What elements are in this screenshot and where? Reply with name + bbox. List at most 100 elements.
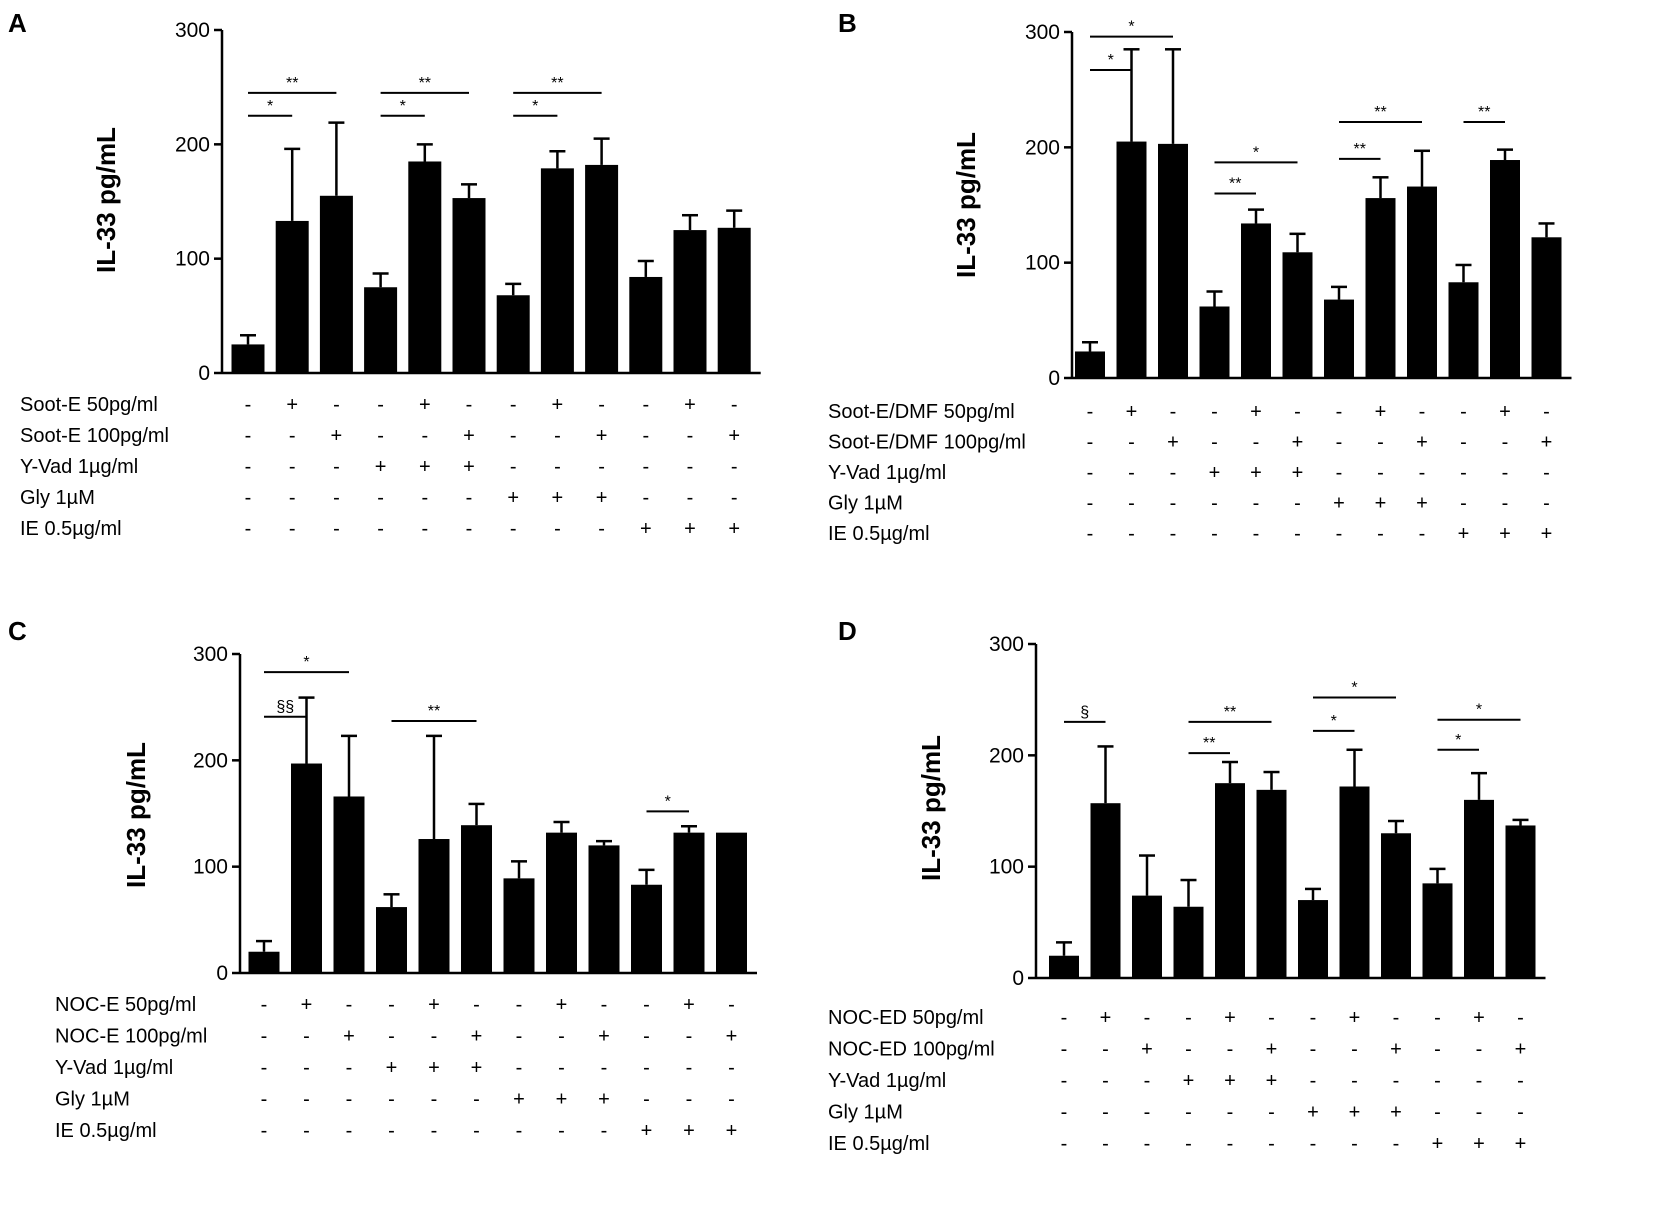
panel-b-condition-1-sign-3: - xyxy=(1170,401,1177,423)
panel-c-condition-1-sign-11: + xyxy=(683,994,695,1016)
panel-b-condition-5-sign-1: - xyxy=(1087,523,1094,545)
panel-b-condition-3-sign-12: - xyxy=(1543,462,1550,484)
panel-b-condition-2-sign-10: - xyxy=(1460,432,1467,454)
panel-b-bar-12 xyxy=(1531,237,1562,378)
panel-b-condition-5-sign-6: - xyxy=(1294,523,1301,545)
panel-a-condition-1-sign-11: + xyxy=(684,394,696,416)
panel-a-condition-4-sign-8: + xyxy=(552,487,564,509)
panel-d-sig-label-2: ** xyxy=(1203,735,1215,752)
panel-b-condition-label-2: Soot-E/DMF 100pg/ml xyxy=(828,432,1026,454)
panel-a-condition-5-sign-8: - xyxy=(554,518,561,540)
panel-d-condition-1-sign-3: - xyxy=(1144,1007,1151,1029)
panel-c-condition-2-sign-1: - xyxy=(261,1026,268,1048)
panel-d-condition-2-sign-6: + xyxy=(1266,1039,1278,1061)
panel-b-condition-3-sign-8: - xyxy=(1377,462,1384,484)
panel-b-condition-4-sign-2: - xyxy=(1128,493,1135,515)
panel-d-condition-3-sign-9: - xyxy=(1393,1070,1400,1092)
panel-b-sig-label-2: * xyxy=(1128,19,1134,36)
panel-b-condition-4-sign-7: + xyxy=(1333,493,1345,515)
panel-c-condition-5-sign-1: - xyxy=(261,1120,268,1142)
panel-d-bar-7 xyxy=(1298,900,1328,978)
panel-d-bar-10 xyxy=(1422,883,1453,978)
panel-b-condition-1-sign-12: - xyxy=(1543,401,1550,423)
panel-d-condition-5-sign-10: + xyxy=(1432,1133,1444,1155)
panel-c-condition-4-sign-8: + xyxy=(556,1089,568,1111)
panel-c-condition-1-sign-8: + xyxy=(556,994,568,1016)
panel-a-condition-2-sign-7: - xyxy=(510,425,517,447)
panel-a-condition-3-sign-7: - xyxy=(510,456,517,478)
panel-c-condition-label-5: IE 0.5µg/ml xyxy=(55,1120,157,1142)
panel-b-condition-5-sign-4: - xyxy=(1211,523,1218,545)
panel-a-bar-7 xyxy=(496,295,530,373)
panel-d-bar-3 xyxy=(1132,895,1162,978)
panel-d-y-tick-label-300: 300 xyxy=(989,633,1024,656)
panel-a-condition-3-sign-12: - xyxy=(731,456,738,478)
panel-c-sig-label-4: * xyxy=(665,793,671,810)
panel-b-condition-4-sign-12: - xyxy=(1543,493,1550,515)
panel-c-condition-2-sign-4: - xyxy=(388,1026,395,1048)
panel-d-sig-label-6: * xyxy=(1455,732,1461,749)
panel-b-condition-3-sign-11: - xyxy=(1502,462,1509,484)
panel-b-condition-4-sign-3: - xyxy=(1170,493,1177,515)
panel-a-condition-3-sign-6: + xyxy=(463,456,475,478)
panel-b-condition-label-1: Soot-E/DMF 50pg/ml xyxy=(828,401,1015,423)
panel-d-condition-4-sign-11: - xyxy=(1476,1102,1483,1124)
panel-a-condition-4-sign-3: - xyxy=(333,487,340,509)
panel-d-condition-1-sign-9: - xyxy=(1393,1007,1400,1029)
panel-d-condition-5-sign-11: + xyxy=(1473,1133,1485,1155)
panel-c-condition-2-sign-10: - xyxy=(643,1026,650,1048)
panel-c-bar-12 xyxy=(716,832,747,973)
panel-b-condition-label-3: Y-Vad 1µg/ml xyxy=(828,462,946,484)
panel-d-condition-2-sign-9: + xyxy=(1390,1039,1402,1061)
panel-a-condition-4-sign-5: - xyxy=(421,487,428,509)
panel-a-condition-label-5: IE 0.5µg/ml xyxy=(20,518,122,540)
panel-a-y-tick-label-100: 100 xyxy=(175,248,210,271)
panel-a-condition-3-sign-9: - xyxy=(598,456,605,478)
panel-b-y-tick-label-0: 0 xyxy=(1048,367,1060,390)
panel-b-sig-label-7: ** xyxy=(1478,104,1490,121)
panel-a-y-tick-label-200: 200 xyxy=(175,133,210,156)
panel-c-condition-2-sign-12: + xyxy=(726,1026,738,1048)
panel-a-condition-1-sign-8: + xyxy=(552,394,564,416)
panel-d-condition-label-2: NOC-ED 100pg/ml xyxy=(828,1039,995,1061)
panel-a-condition-1-sign-10: - xyxy=(642,394,649,416)
panel-d-condition-4-sign-4: - xyxy=(1185,1102,1192,1124)
panel-d-sig-label-7: * xyxy=(1476,702,1482,719)
panel-b-condition-5-sign-3: - xyxy=(1170,523,1177,545)
panel-a-condition-1-sign-5: + xyxy=(419,394,431,416)
panel-c-condition-label-1: NOC-E 50pg/ml xyxy=(55,994,196,1016)
panel-b-y-tick-label-200: 200 xyxy=(1025,136,1060,159)
panel-b-bar-8 xyxy=(1365,198,1396,378)
panel-d-condition-4-sign-6: - xyxy=(1268,1102,1275,1124)
panel-a-condition-3-sign-4: + xyxy=(375,456,387,478)
panel-d-condition-3-sign-5: + xyxy=(1224,1070,1236,1092)
panel-d-condition-2-sign-12: + xyxy=(1515,1039,1527,1061)
panel-a-condition-5-sign-6: - xyxy=(466,518,473,540)
panel-a-condition-4-sign-2: - xyxy=(289,487,296,509)
panel-d-sig-label-1: § xyxy=(1080,704,1089,721)
panel-d-condition-1-sign-10: - xyxy=(1434,1007,1441,1029)
panel-b-bar-7 xyxy=(1324,299,1354,378)
panel-a-condition-label-3: Y-Vad 1µg/ml xyxy=(20,456,138,478)
panel-b-condition-2-sign-8: - xyxy=(1377,432,1384,454)
panel-a-condition-5-sign-11: + xyxy=(684,518,696,540)
panel-b-condition-1-sign-2: + xyxy=(1126,401,1138,423)
panel-a-bar-10 xyxy=(629,276,663,373)
panel-b-bar-11 xyxy=(1490,160,1520,378)
panel-b-condition-3-sign-2: - xyxy=(1128,462,1135,484)
panel-c-condition-label-3: Y-Vad 1µg/ml xyxy=(55,1057,173,1079)
panel-c-condition-5-sign-4: - xyxy=(388,1120,395,1142)
panel-b-bar-10 xyxy=(1448,282,1479,378)
panel-a-condition-4-sign-10: - xyxy=(642,487,649,509)
panel-c-condition-4-sign-4: - xyxy=(388,1089,395,1111)
panel-d-condition-3-sign-8: - xyxy=(1351,1070,1358,1092)
panel-d-bar-12 xyxy=(1505,825,1536,978)
panel-c-condition-3-sign-5: + xyxy=(428,1057,440,1079)
panel-d-condition-label-5: IE 0.5µg/ml xyxy=(828,1133,930,1155)
panel-d-condition-4-sign-7: + xyxy=(1307,1102,1319,1124)
panel-letter-a: A xyxy=(8,8,27,38)
panel-d-sig-label-3: ** xyxy=(1224,704,1236,721)
panel-c-bar-11 xyxy=(673,832,705,973)
panel-b-condition-3-sign-9: - xyxy=(1419,462,1426,484)
